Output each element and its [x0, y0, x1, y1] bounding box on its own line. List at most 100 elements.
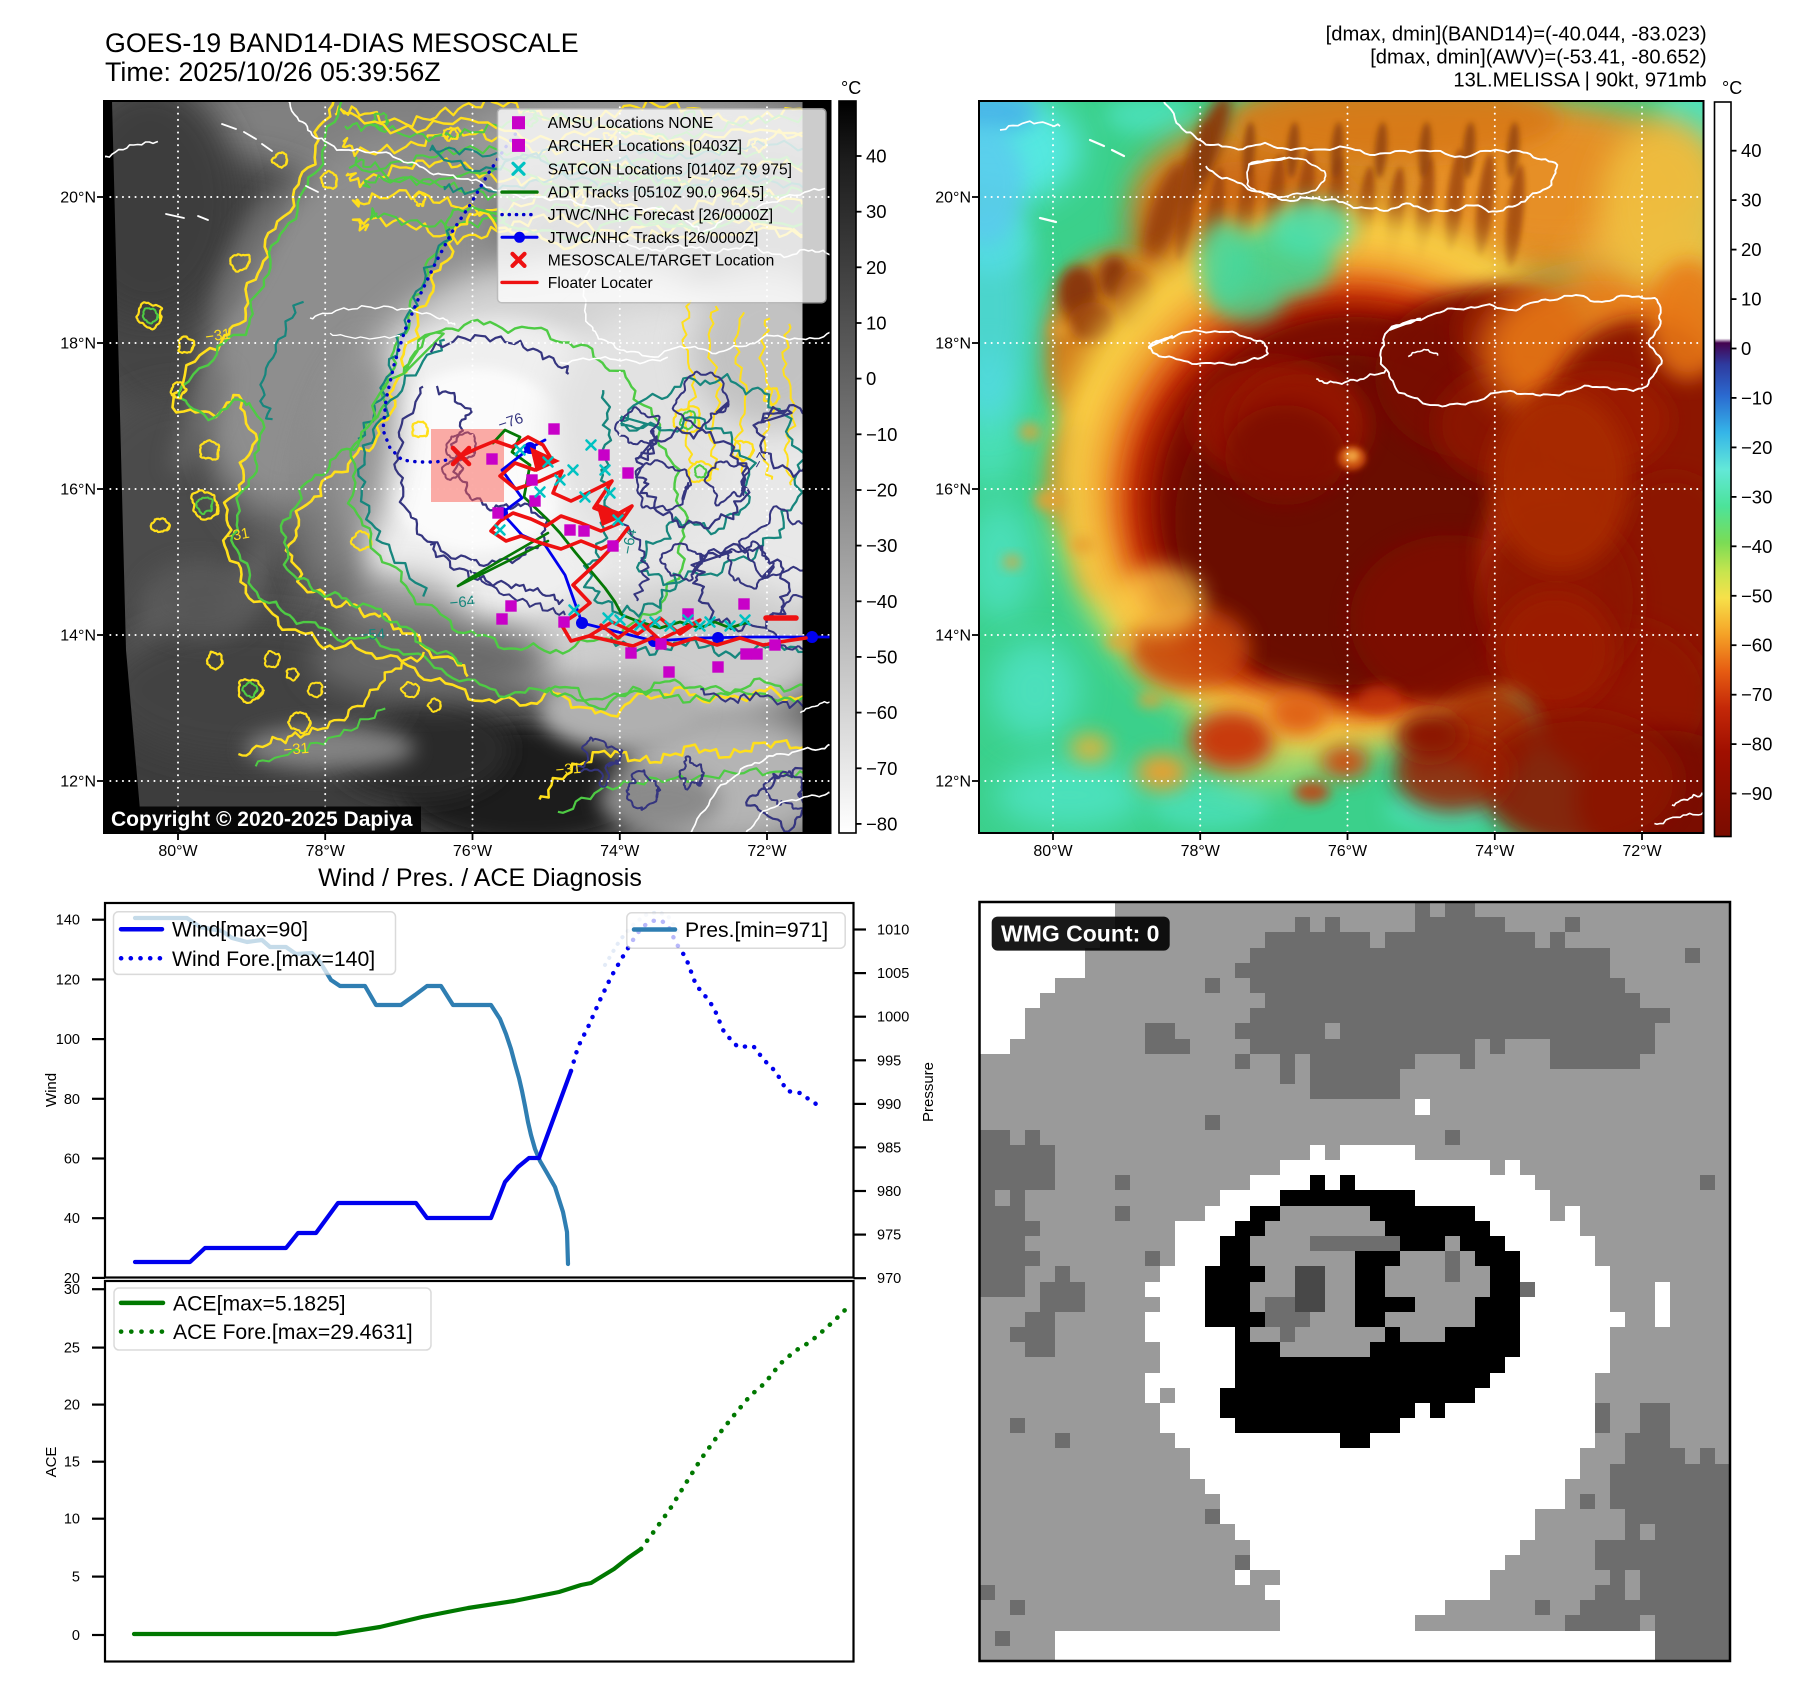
svg-text:0: 0	[72, 1628, 80, 1644]
svg-text:72°W: 72°W	[1622, 843, 1662, 860]
svg-text:WMG Count: 0: WMG Count: 0	[1001, 921, 1159, 947]
svg-text:GOES-19 BAND14-DIAS MESOSCALE: GOES-19 BAND14-DIAS MESOSCALE	[105, 28, 579, 58]
svg-text:995: 995	[877, 1053, 901, 1069]
svg-text:1005: 1005	[877, 966, 909, 982]
svg-text:80: 80	[64, 1092, 80, 1108]
svg-text:1000: 1000	[877, 1010, 909, 1026]
svg-text:−80: −80	[866, 813, 897, 834]
svg-text:−7: −7	[749, 449, 771, 471]
svg-text:16°N: 16°N	[60, 482, 96, 499]
svg-text:72°W: 72°W	[747, 843, 787, 860]
svg-text:−60: −60	[866, 702, 897, 723]
svg-text:140: 140	[56, 913, 80, 929]
svg-text:[dmax, dmin](AWV)=(-53.41, -80: [dmax, dmin](AWV)=(-53.41, -80.652)	[1370, 47, 1706, 69]
svg-text:60: 60	[64, 1152, 80, 1168]
svg-text:20: 20	[64, 1271, 80, 1287]
svg-text:74°W: 74°W	[600, 843, 640, 860]
svg-text:10: 10	[866, 312, 887, 333]
svg-text:−10: −10	[866, 424, 897, 445]
svg-text:13L.MELISSA | 90kt, 971mb: 13L.MELISSA | 90kt, 971mb	[1453, 70, 1706, 92]
svg-text:15: 15	[64, 1455, 80, 1471]
svg-text:120: 120	[56, 972, 80, 988]
svg-text:−30: −30	[1741, 486, 1772, 507]
svg-text:0: 0	[1741, 338, 1751, 359]
svg-text:12°N: 12°N	[935, 774, 971, 791]
svg-text:20: 20	[1741, 239, 1762, 260]
svg-text:80°W: 80°W	[1033, 843, 1073, 860]
svg-text:78°W: 78°W	[1181, 843, 1221, 860]
svg-text:−64: −64	[449, 593, 476, 612]
svg-text:18°N: 18°N	[60, 336, 96, 353]
svg-text:Time: 2025/10/26 05:39:56Z: Time: 2025/10/26 05:39:56Z	[105, 57, 441, 87]
svg-text:−31: −31	[283, 740, 310, 759]
svg-text:975: 975	[877, 1228, 901, 1244]
svg-text:Copyright © 2020-2025 Dapiya: Copyright © 2020-2025 Dapiya	[111, 808, 413, 831]
svg-text:990: 990	[877, 1097, 901, 1113]
svg-text:−20: −20	[1741, 437, 1772, 458]
svg-text:ACE: ACE	[43, 1447, 60, 1478]
svg-text:−31: −31	[204, 326, 232, 346]
svg-text:74°W: 74°W	[1475, 843, 1515, 860]
svg-text:76°W: 76°W	[453, 843, 493, 860]
svg-text:16°N: 16°N	[935, 482, 971, 499]
svg-text:−80: −80	[1741, 734, 1772, 755]
svg-text:−60: −60	[1741, 635, 1772, 656]
svg-text:Wind: Wind	[43, 1073, 60, 1107]
svg-text:25: 25	[64, 1341, 80, 1357]
svg-text:14°N: 14°N	[935, 628, 971, 645]
svg-text:SATCON Locations [0140Z 79 975: SATCON Locations [0140Z 79 975]	[548, 161, 792, 178]
svg-text:Pressure: Pressure	[920, 1062, 937, 1122]
svg-text:−50: −50	[866, 646, 897, 667]
svg-text:ARCHER Locations [0403Z]: ARCHER Locations [0403Z]	[548, 138, 742, 155]
svg-text:40: 40	[64, 1211, 80, 1227]
svg-text:970: 970	[877, 1271, 901, 1287]
svg-text:100: 100	[56, 1032, 80, 1048]
svg-text:18°N: 18°N	[935, 336, 971, 353]
svg-text:−50: −50	[1741, 585, 1772, 606]
svg-text:1010: 1010	[877, 923, 909, 939]
svg-text:5: 5	[72, 1570, 80, 1586]
svg-text:40: 40	[1741, 140, 1762, 161]
svg-text:−54: −54	[359, 626, 385, 644]
svg-text:ADT Tracks [0510Z 90.0 964.5]: ADT Tracks [0510Z 90.0 964.5]	[548, 185, 764, 202]
svg-text:Wind / Pres. / ACE Diagnosis: Wind / Pres. / ACE Diagnosis	[318, 864, 642, 892]
svg-text:Pres.[min=971]: Pres.[min=971]	[685, 919, 828, 942]
svg-text:MESOSCALE/TARGET Location: MESOSCALE/TARGET Location	[548, 252, 774, 269]
svg-text:30: 30	[64, 1282, 80, 1298]
svg-text:14°N: 14°N	[60, 628, 96, 645]
svg-text:76°W: 76°W	[1328, 843, 1368, 860]
svg-text:−20: −20	[866, 479, 897, 500]
svg-text:985: 985	[877, 1140, 901, 1156]
svg-text:−31: −31	[555, 760, 582, 779]
svg-text:Wind Fore.[max=140]: Wind Fore.[max=140]	[172, 948, 375, 971]
svg-text:Floater Locater: Floater Locater	[548, 275, 653, 292]
svg-text:[dmax, dmin](BAND14)=(-40.044,: [dmax, dmin](BAND14)=(-40.044, -83.023)	[1326, 24, 1707, 46]
svg-text:30: 30	[866, 201, 887, 222]
svg-text:10: 10	[1741, 289, 1762, 310]
svg-text:40: 40	[866, 146, 887, 167]
svg-text:−40: −40	[1741, 536, 1772, 557]
svg-text:0: 0	[866, 368, 876, 389]
svg-text:JTWC/NHC Forecast [26/0000Z]: JTWC/NHC Forecast [26/0000Z]	[548, 207, 773, 224]
svg-text:30: 30	[1741, 190, 1762, 211]
svg-text:980: 980	[877, 1184, 901, 1200]
svg-text:10: 10	[64, 1512, 80, 1528]
svg-text:−40: −40	[866, 591, 897, 612]
svg-text:−10: −10	[1741, 387, 1772, 408]
svg-text:−70: −70	[866, 758, 897, 779]
svg-text:ACE[max=5.1825]: ACE[max=5.1825]	[173, 1292, 346, 1315]
svg-text:78°W: 78°W	[306, 843, 346, 860]
svg-text:12°N: 12°N	[60, 774, 96, 791]
svg-text:20°N: 20°N	[60, 190, 96, 207]
svg-text:−30: −30	[866, 535, 897, 556]
svg-text:20: 20	[866, 257, 887, 278]
svg-text:JTWC/NHC Tracks [26/0000Z]: JTWC/NHC Tracks [26/0000Z]	[548, 230, 759, 247]
svg-text:Wind[max=90]: Wind[max=90]	[172, 919, 308, 942]
svg-text:°C: °C	[841, 78, 861, 98]
svg-text:−90: −90	[1741, 783, 1772, 804]
svg-text:ACE Fore.[max=29.4631]: ACE Fore.[max=29.4631]	[173, 1321, 413, 1344]
svg-text:80°W: 80°W	[158, 843, 198, 860]
svg-text:20: 20	[64, 1398, 80, 1414]
svg-text:°C: °C	[1722, 78, 1742, 98]
svg-text:−70: −70	[1741, 684, 1772, 705]
